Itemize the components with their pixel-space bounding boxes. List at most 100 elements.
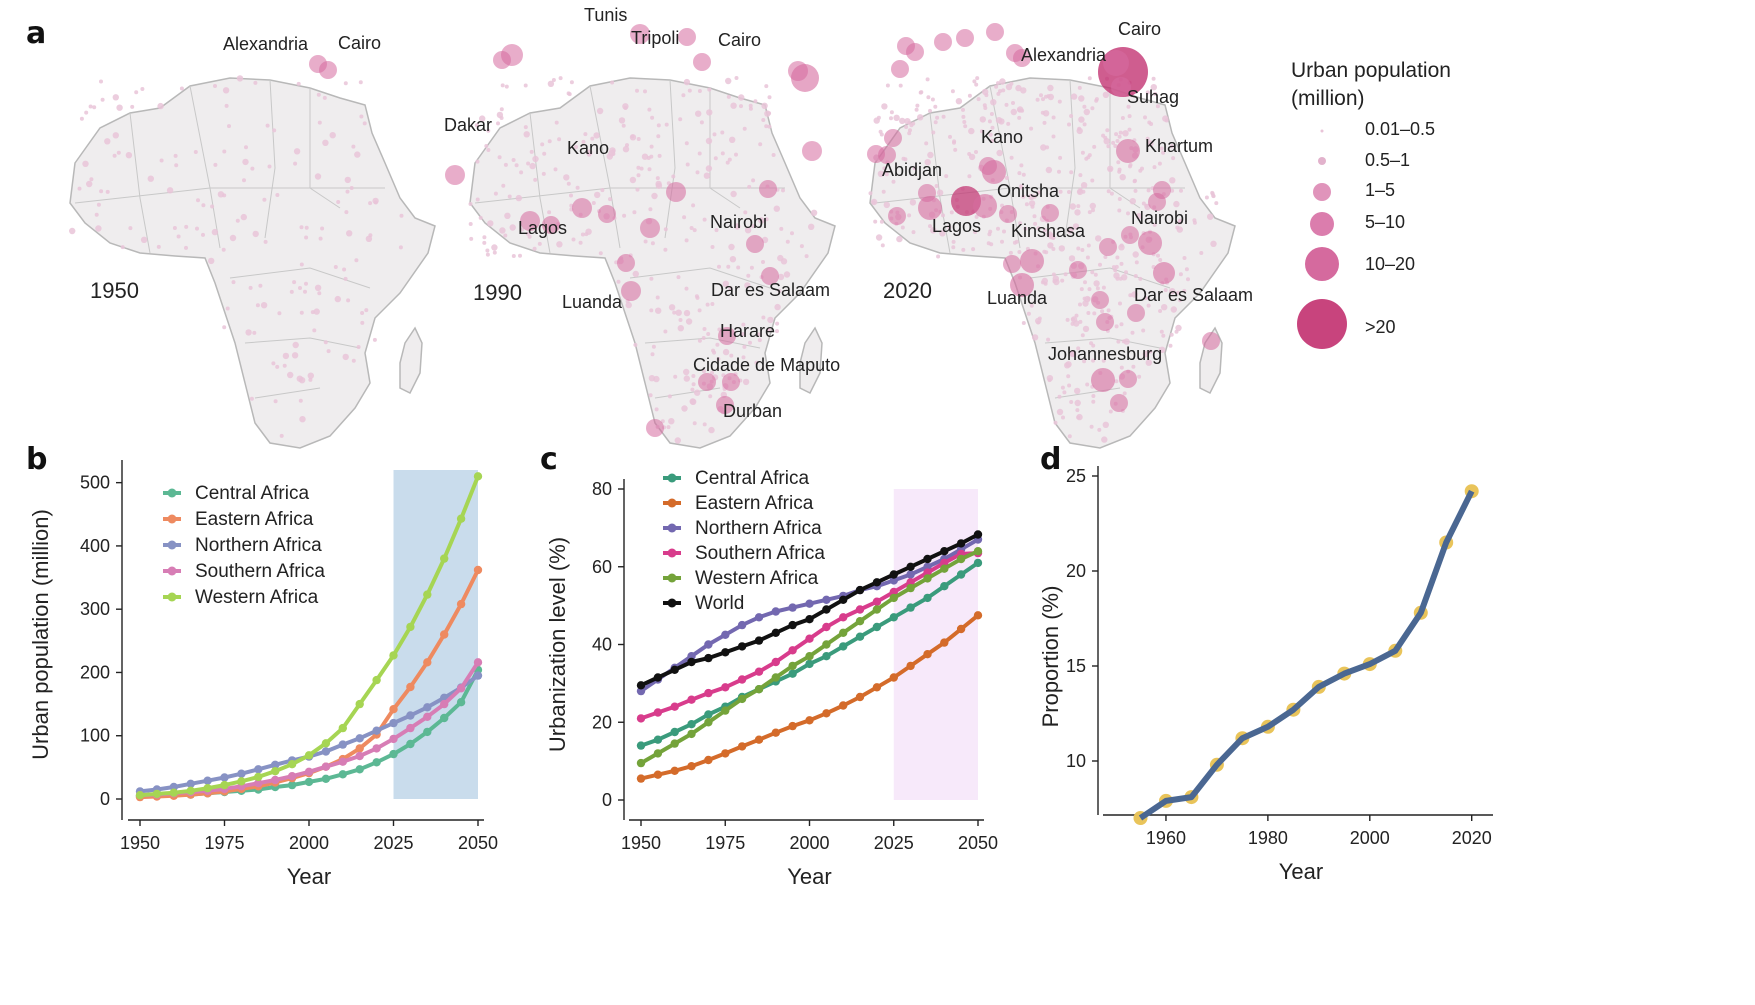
small-city-dot bbox=[1174, 329, 1179, 334]
small-city-dot bbox=[525, 231, 530, 236]
map-label: Lagos bbox=[518, 218, 567, 238]
small-city-dot bbox=[1032, 194, 1037, 199]
small-city-dot bbox=[1126, 211, 1130, 216]
small-city-dot bbox=[596, 107, 604, 115]
data-point bbox=[822, 652, 831, 661]
bubble bbox=[986, 23, 1004, 41]
country-borders bbox=[74, 79, 385, 399]
data-point bbox=[271, 775, 280, 785]
small-city-dot bbox=[1093, 272, 1098, 277]
small-city-dot bbox=[585, 228, 592, 235]
small-city-dot bbox=[1051, 115, 1056, 120]
legend-bubble bbox=[1297, 299, 1347, 349]
small-city-dot bbox=[1047, 242, 1054, 249]
bubble bbox=[640, 218, 660, 238]
small-city-dot bbox=[272, 128, 277, 133]
small-city-dot bbox=[885, 83, 890, 88]
small-city-dot bbox=[493, 191, 498, 196]
small-city-dot bbox=[1111, 265, 1116, 270]
small-city-dot bbox=[928, 224, 932, 229]
small-city-dot bbox=[691, 203, 696, 208]
data-point bbox=[754, 667, 764, 676]
small-city-dot bbox=[372, 337, 377, 342]
small-city-dot bbox=[1002, 229, 1006, 234]
bubble bbox=[1119, 370, 1137, 388]
small-city-dot bbox=[879, 132, 884, 137]
small-city-dot bbox=[1089, 424, 1094, 429]
small-city-dot bbox=[128, 226, 133, 231]
small-city-dot bbox=[706, 332, 711, 336]
small-city-dot bbox=[580, 232, 585, 237]
data-point bbox=[636, 681, 646, 690]
small-city-dot bbox=[898, 83, 903, 88]
small-city-dot bbox=[1106, 144, 1111, 149]
data-point bbox=[788, 620, 797, 630]
small-city-dot bbox=[125, 152, 133, 159]
small-city-dot bbox=[523, 131, 530, 138]
data-point bbox=[670, 665, 679, 674]
small-city-dot bbox=[967, 174, 972, 179]
small-city-dot bbox=[725, 77, 732, 85]
small-city-dot bbox=[346, 230, 353, 237]
legend-bubble bbox=[1310, 212, 1334, 236]
legend-label: Northern Africa bbox=[695, 518, 822, 539]
small-city-dot bbox=[336, 200, 341, 204]
x-tick-label: 2050 bbox=[458, 833, 498, 853]
small-city-dot bbox=[1042, 120, 1047, 125]
small-city-dot bbox=[618, 117, 626, 124]
small-city-dot bbox=[668, 304, 676, 311]
small-city-dot bbox=[672, 310, 677, 315]
data-point bbox=[973, 611, 983, 620]
small-city-dot bbox=[741, 355, 746, 360]
small-city-dot bbox=[120, 245, 125, 250]
bubble-tunis bbox=[630, 24, 650, 44]
small-city-dot bbox=[140, 236, 148, 243]
small-city-dot bbox=[1030, 204, 1035, 209]
small-city-dot bbox=[727, 157, 732, 162]
small-city-dot bbox=[320, 226, 325, 231]
small-city-dot bbox=[683, 368, 690, 376]
small-city-dot bbox=[504, 84, 509, 89]
small-city-dot bbox=[996, 81, 1000, 86]
small-city-dot bbox=[542, 151, 547, 156]
small-city-dot bbox=[775, 329, 779, 334]
x-axis-label: Year bbox=[1279, 859, 1323, 884]
small-city-dot bbox=[307, 372, 314, 379]
small-city-dot bbox=[1011, 101, 1015, 105]
map-1990: Tunis Tripoli Cairo Dakar Kano Lagos Nai… bbox=[444, 5, 840, 449]
small-city-dot bbox=[1086, 311, 1091, 315]
small-city-dot bbox=[304, 235, 309, 240]
small-city-dot bbox=[533, 177, 538, 182]
small-city-dot bbox=[976, 97, 981, 102]
small-city-dot bbox=[914, 107, 919, 112]
x-tick-label: 2020 bbox=[1452, 828, 1492, 848]
small-city-dot bbox=[529, 162, 536, 170]
small-city-dot bbox=[623, 106, 628, 110]
small-city-dot bbox=[1064, 362, 1071, 369]
small-city-dot bbox=[487, 220, 494, 227]
data-point bbox=[771, 673, 780, 682]
small-city-dot bbox=[1017, 115, 1022, 120]
small-city-dot bbox=[749, 265, 754, 270]
small-city-dot bbox=[729, 136, 736, 143]
data-point bbox=[135, 791, 145, 800]
data-point bbox=[372, 758, 381, 767]
y-tick-label: 0 bbox=[100, 789, 110, 809]
data-point bbox=[237, 769, 246, 778]
small-city-dot bbox=[1116, 339, 1121, 344]
small-city-dot bbox=[557, 137, 562, 142]
small-city-dot bbox=[949, 210, 954, 215]
small-city-dot bbox=[1076, 246, 1081, 251]
small-city-dot bbox=[681, 93, 686, 98]
y-tick-label: 300 bbox=[80, 599, 110, 619]
small-city-dot bbox=[105, 189, 110, 194]
small-city-dot bbox=[1151, 76, 1156, 81]
small-city-dot bbox=[196, 198, 200, 203]
data-point bbox=[805, 634, 814, 643]
small-city-dot bbox=[591, 201, 596, 205]
small-city-dot bbox=[702, 327, 707, 331]
small-city-dot bbox=[666, 425, 671, 430]
small-city-dot bbox=[667, 394, 672, 399]
small-city-dot bbox=[313, 308, 320, 315]
data-point bbox=[822, 595, 831, 604]
